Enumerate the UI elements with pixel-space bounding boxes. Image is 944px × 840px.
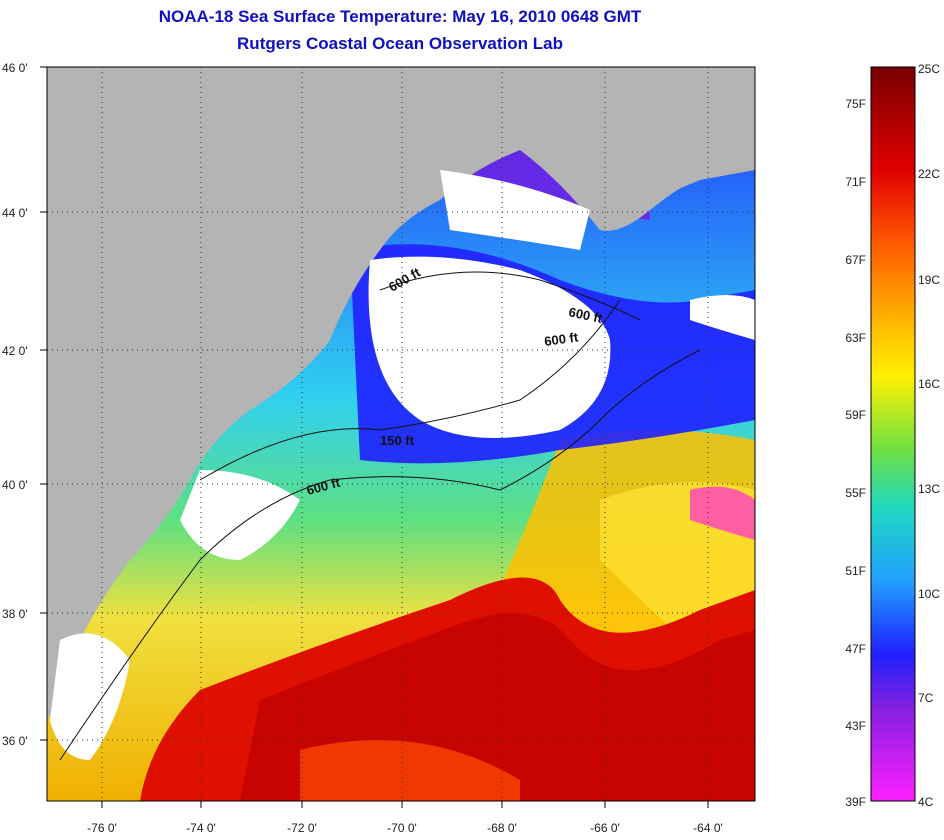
land-mass [47,67,755,720]
colorbar-f-label: 43F [845,719,866,733]
map-subtitle: Rutgers Coastal Ocean Observation Lab [237,34,563,53]
contour-150ft [199,299,621,481]
colorbar-c-label: 13C [918,482,940,496]
colorbar-c-label: 7C [918,691,934,705]
colorbar-c-label: 10C [918,587,940,601]
cloud-east [690,295,755,340]
nova-scotia-land [560,67,755,230]
cloud-gulf-maine [440,170,590,250]
cloud-georges-bank [368,256,611,438]
speckle-region [690,486,755,540]
lat-tick-label: 36 0' [2,734,28,748]
lon-tick-label: -70 0' [387,821,417,835]
colorbar-f-label: 59F [845,408,866,422]
lat-tick-label: 42 0' [2,344,28,358]
lon-tick-label: -64 0' [693,821,723,835]
colorbar-f-label: 47F [845,642,866,656]
lon-tick-label: -66 0' [590,821,620,835]
cloud-chesapeake [50,633,130,760]
graticule [47,67,755,801]
colorbar-c-label: 16C [918,377,940,391]
colorbar-c-label: 19C [918,273,940,287]
tick-marks [40,66,709,808]
contour-600ft-maine [379,271,641,321]
colorbar-f-label: 55F [845,486,866,500]
contour-label: 150 ft [380,433,415,448]
sst-imagery [47,67,755,801]
colorbar-f-label: 39F [845,795,866,809]
lon-tick-label: -72 0' [287,821,317,835]
cloud-nj-shelf [180,470,300,560]
lat-tick-label: 46 0' [2,61,28,75]
lon-tick-label: -68 0' [487,821,517,835]
lat-tick-label: 38 0' [2,607,28,621]
colorbar-f-label: 63F [845,331,866,345]
colorbar-f-label: 51F [845,564,866,578]
contour-600ft-shelf [59,349,701,761]
colorbar-c-label: 22C [918,167,940,181]
colorbar-f-label: 71F [845,175,866,189]
colorbar-c-label: 4C [918,795,934,809]
warm-eddy [300,740,520,801]
lon-tick-label: -74 0' [186,821,216,835]
lat-tick-label: 44 0' [2,206,28,220]
map-frame [46,66,756,802]
lon-tick-label: -76 0' [87,821,117,835]
temperature-colorbar [870,66,916,802]
colorbar-f-label: 75F [845,97,866,111]
map-title: NOAA-18 Sea Surface Temperature: May 16,… [158,7,642,26]
contour-label: 600 ft [543,329,579,349]
colorbar-c-label: 25C [918,62,940,76]
colorbar-f-label: 67F [845,253,866,267]
contour-label: 600 ft [567,304,604,326]
lat-tick-label: 40 0' [2,478,28,492]
